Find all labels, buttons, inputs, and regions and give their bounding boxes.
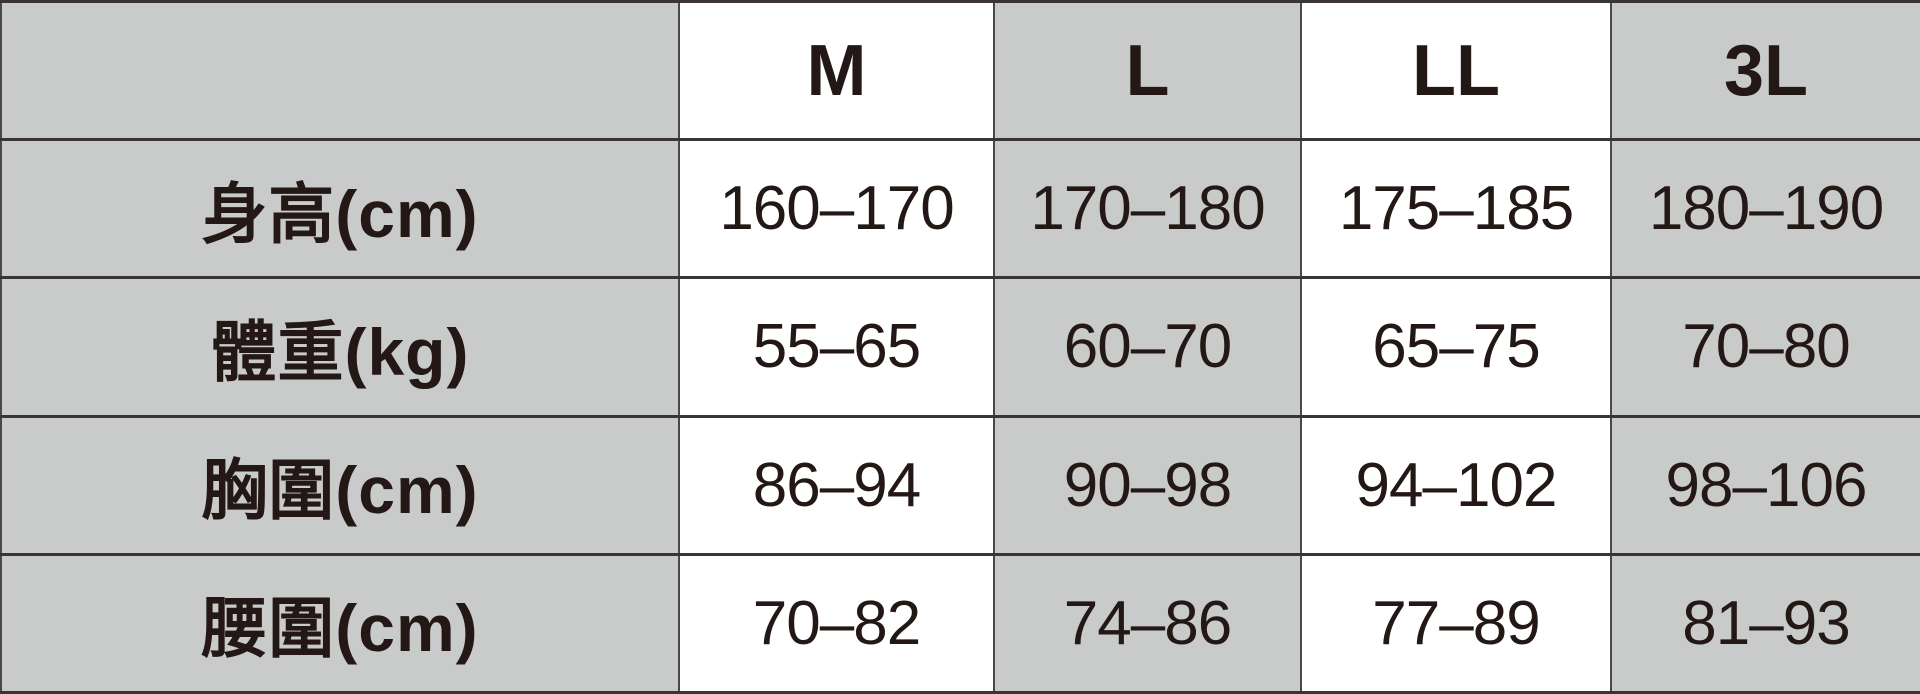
header-cell-l: L: [993, 0, 1302, 142]
cell-height-3l: 180–190: [1610, 138, 1920, 280]
cell-height-l: 170–180: [993, 138, 1302, 280]
header-row: M L LL 3L: [0, 0, 1920, 142]
cell-chest-3l: 98–106: [1610, 414, 1920, 556]
cell-weight-m: 55–65: [678, 276, 995, 418]
table-row-waist: 腰圍(cm) 70–82 74–86 77–89 81–93: [0, 552, 1920, 694]
row-label-height: 身高(cm): [0, 138, 680, 280]
row-label-waist: 腰圍(cm): [0, 552, 680, 694]
cell-waist-m: 70–82: [678, 552, 995, 694]
row-label-chest: 胸圍(cm): [0, 414, 680, 556]
header-cell-ll: LL: [1300, 0, 1612, 142]
cell-weight-3l: 70–80: [1610, 276, 1920, 418]
row-label-weight: 體重(kg): [0, 276, 680, 418]
table-row-weight: 體重(kg) 55–65 60–70 65–75 70–80: [0, 276, 1920, 418]
cell-chest-l: 90–98: [993, 414, 1302, 556]
cell-waist-ll: 77–89: [1300, 552, 1612, 694]
cell-weight-ll: 65–75: [1300, 276, 1612, 418]
cell-chest-m: 86–94: [678, 414, 995, 556]
cell-waist-l: 74–86: [993, 552, 1302, 694]
cell-chest-ll: 94–102: [1300, 414, 1612, 556]
cell-waist-3l: 81–93: [1610, 552, 1920, 694]
cell-height-m: 160–170: [678, 138, 995, 280]
header-cell-3l: 3L: [1610, 0, 1920, 142]
cell-height-ll: 175–185: [1300, 138, 1612, 280]
cell-weight-l: 60–70: [993, 276, 1302, 418]
table-row-height: 身高(cm) 160–170 170–180 175–185 180–190: [0, 138, 1920, 280]
table-row-chest: 胸圍(cm) 86–94 90–98 94–102 98–106: [0, 414, 1920, 556]
header-cell-m: M: [678, 0, 995, 142]
header-cell-blank: [0, 0, 680, 142]
